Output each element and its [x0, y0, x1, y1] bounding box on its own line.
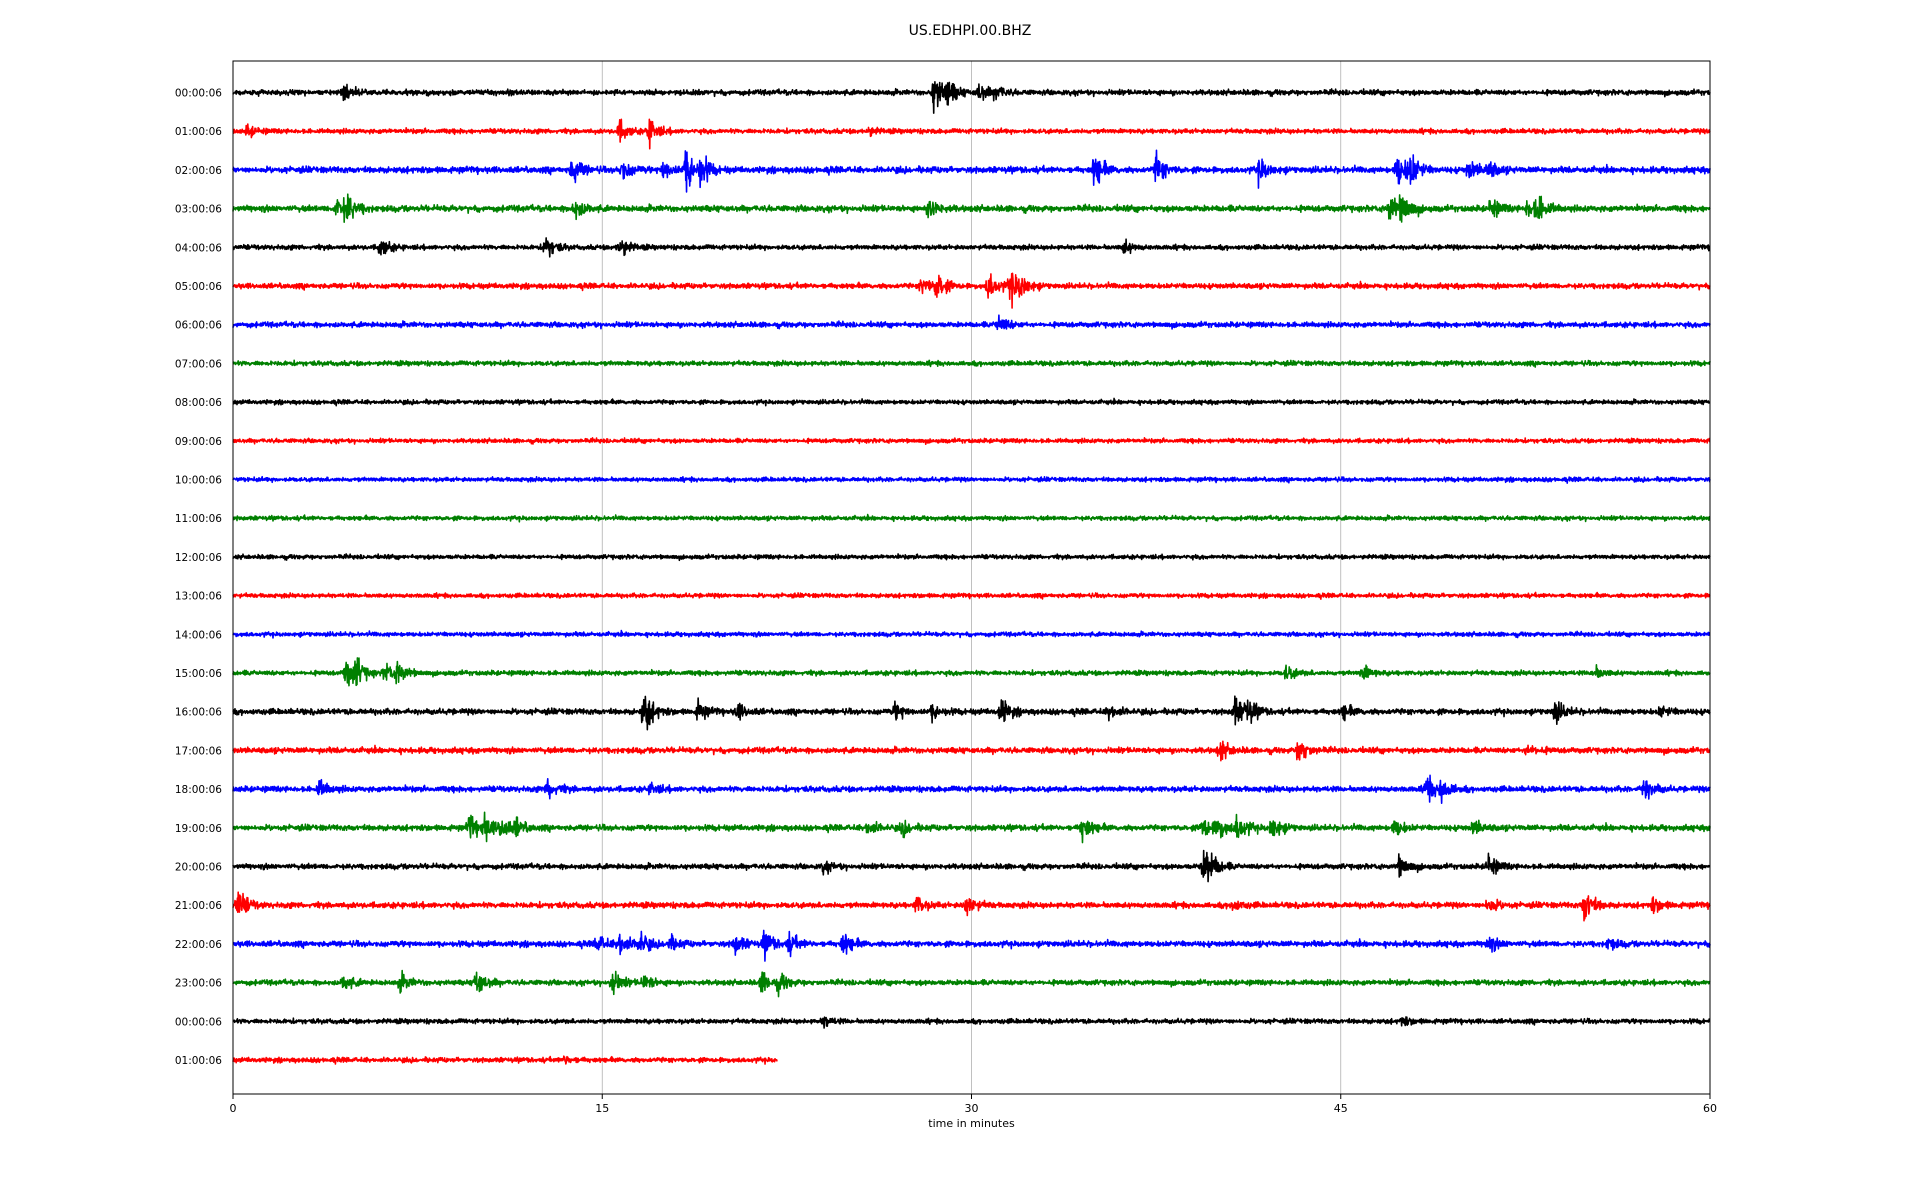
row-time-label: 16:00:06	[175, 707, 222, 719]
x-tick-label: 30	[965, 1102, 979, 1115]
row-time-label: 05:00:06	[175, 281, 222, 293]
row-time-label: 21:00:06	[175, 900, 222, 912]
x-axis: 0 15 30 45 60	[230, 1094, 1717, 1115]
trace-line	[232, 695, 1711, 731]
trace-line	[232, 193, 1711, 223]
trace-line	[232, 629, 1711, 639]
row-time-label: 06:00:06	[175, 320, 222, 332]
row-time-label: 23:00:06	[175, 978, 222, 990]
grid-lines	[601, 61, 1342, 1094]
row-time-label: 07:00:06	[175, 358, 222, 370]
trace-line	[232, 891, 1711, 922]
row-time-label: 00:00:06	[175, 88, 222, 100]
x-axis-label: time in minutes	[928, 1117, 1015, 1130]
trace-line	[232, 969, 1711, 998]
trace-line	[232, 359, 1711, 368]
trace-line	[232, 849, 1711, 883]
row-time-label: 08:00:06	[175, 397, 222, 409]
row-time-label: 12:00:06	[175, 552, 222, 564]
trace-line	[232, 513, 1711, 523]
x-tick-label: 60	[1703, 1102, 1717, 1115]
row-time-label: 18:00:06	[175, 784, 222, 796]
trace-group	[232, 80, 1711, 1065]
trace-line	[232, 397, 1711, 407]
row-time-label: 14:00:06	[175, 629, 222, 641]
trace-line	[232, 740, 1711, 762]
x-tick-label: 15	[595, 1102, 609, 1115]
trace-line	[232, 811, 1711, 844]
row-time-label: 22:00:06	[175, 939, 222, 951]
chart-title: US.EDHPI.00.BHZ	[909, 23, 1032, 39]
trace-line	[232, 436, 1711, 446]
trace-line	[232, 657, 1711, 687]
row-time-label: 03:00:06	[175, 204, 222, 216]
row-time-label: 10:00:06	[175, 475, 222, 487]
trace-line	[232, 80, 1711, 114]
row-time-label: 00:00:06	[175, 1016, 222, 1028]
trace-line	[232, 149, 1711, 193]
row-time-label: 20:00:06	[175, 862, 222, 874]
trace-line	[232, 1016, 1711, 1029]
trace-line	[232, 272, 1711, 309]
row-time-label: 01:00:06	[175, 126, 222, 138]
row-time-label: 11:00:06	[175, 513, 222, 525]
row-time-label: 04:00:06	[175, 242, 222, 254]
row-time-label: 19:00:06	[175, 823, 222, 835]
row-time-label: 15:00:06	[175, 668, 222, 680]
trace-line	[232, 475, 1711, 484]
row-time-label: 01:00:06	[175, 1055, 222, 1067]
row-time-label: 17:00:06	[175, 745, 222, 757]
row-labels: 00:00:06 01:00:06 02:00:06 03:00:06 04:00:06…	[175, 88, 222, 1068]
trace-line	[232, 929, 1711, 962]
row-time-label: 02:00:06	[175, 165, 222, 177]
row-time-label: 13:00:06	[175, 591, 222, 603]
trace-line	[232, 314, 1711, 331]
x-tick-label: 0	[230, 1102, 237, 1115]
trace-line	[232, 591, 1711, 601]
trace-line	[232, 553, 1711, 562]
x-tick-label: 45	[1334, 1102, 1348, 1115]
trace-line	[232, 1055, 778, 1065]
row-time-label: 09:00:06	[175, 436, 222, 448]
trace-line	[232, 118, 1711, 150]
trace-line	[232, 774, 1711, 804]
trace-line	[232, 237, 1711, 258]
